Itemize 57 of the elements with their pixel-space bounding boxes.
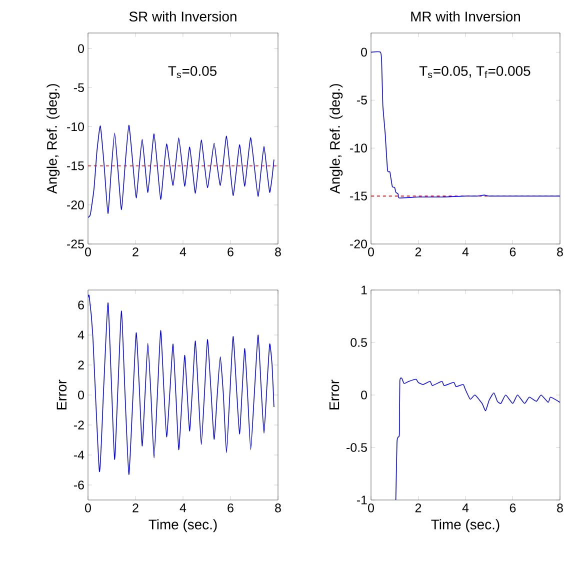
annotation: T$_{s}$=0.05 [168, 66, 217, 78]
y-tick-label: 0 [361, 390, 367, 400]
x-tick-label: 8 [275, 248, 281, 256]
x-tick-label: 0 [85, 504, 91, 512]
y-tick-label: -15 [350, 192, 367, 200]
y-tick-label: 2 [78, 360, 84, 370]
y-tick-label: 0.5 [350, 338, 367, 347]
x-tick-label: 2 [132, 504, 138, 512]
x-tick-label: 4 [462, 248, 469, 256]
annotation: T$_{s}$=0.05, T$_{f}$=0.005 [419, 66, 530, 78]
y-tick-label: -20 [350, 240, 367, 248]
x-tick-label: 0 [368, 504, 374, 512]
x-tick-label: 4 [462, 504, 469, 512]
y-tick-label: -5 [356, 96, 367, 104]
y-tick-label: 6 [78, 300, 84, 310]
y-tick-label: -10 [350, 144, 367, 152]
line-series [88, 124, 274, 218]
x-tick-label: 4 [180, 504, 186, 512]
y-tick-label: -20 [67, 200, 84, 210]
x-tick-label: 6 [228, 248, 234, 256]
y-axis-title: Angle, Ref. (deg.) [46, 84, 60, 194]
x-tick-label: 6 [510, 248, 516, 256]
x-tick-label: 6 [510, 504, 516, 512]
y-axis-title: Error [56, 380, 67, 410]
y-tick-label: 0 [361, 48, 367, 57]
x-tick-label: 8 [557, 248, 563, 256]
x-axis-title: Time (sec.) [431, 519, 500, 532]
y-axis-title: Angle, Ref. (deg.) [330, 84, 343, 194]
line-series [88, 296, 274, 475]
y-tick-label: -5 [74, 83, 84, 92]
x-tick-label: 2 [132, 248, 138, 256]
y-axis-title: Error [329, 380, 340, 410]
x-tick-label: 8 [557, 504, 563, 512]
y-tick-label: -6 [74, 480, 84, 490]
y-tick-label: -25 [67, 240, 84, 248]
y-tick-label: 0 [78, 390, 84, 400]
x-tick-label: 0 [85, 248, 91, 256]
x-tick-label: 8 [275, 504, 281, 512]
y-tick-label: -2 [74, 420, 84, 430]
x-tick-label: 4 [180, 248, 186, 256]
y-tick-label: -4 [74, 450, 84, 460]
x-tick-label: 0 [368, 248, 374, 256]
x-axis-title: Time (sec.) [148, 519, 217, 532]
chart-title: SR with Inversion [129, 11, 236, 22]
x-tick-label: 2 [415, 248, 422, 256]
y-tick-label: 4 [78, 330, 84, 340]
x-tick-label: 2 [415, 504, 422, 512]
y-tick-label: -0.5 [346, 443, 367, 452]
y-tick-label: -10 [67, 122, 84, 132]
y-tick-label: 0 [78, 44, 84, 54]
line-series [395, 378, 560, 500]
y-tick-label: -15 [67, 162, 84, 170]
x-tick-label: 6 [228, 504, 234, 512]
chart-title: MR with Inversion [411, 11, 520, 22]
y-tick-label: -1 [356, 496, 367, 504]
y-tick-label: 1 [362, 286, 367, 294]
line-series [371, 51, 560, 198]
